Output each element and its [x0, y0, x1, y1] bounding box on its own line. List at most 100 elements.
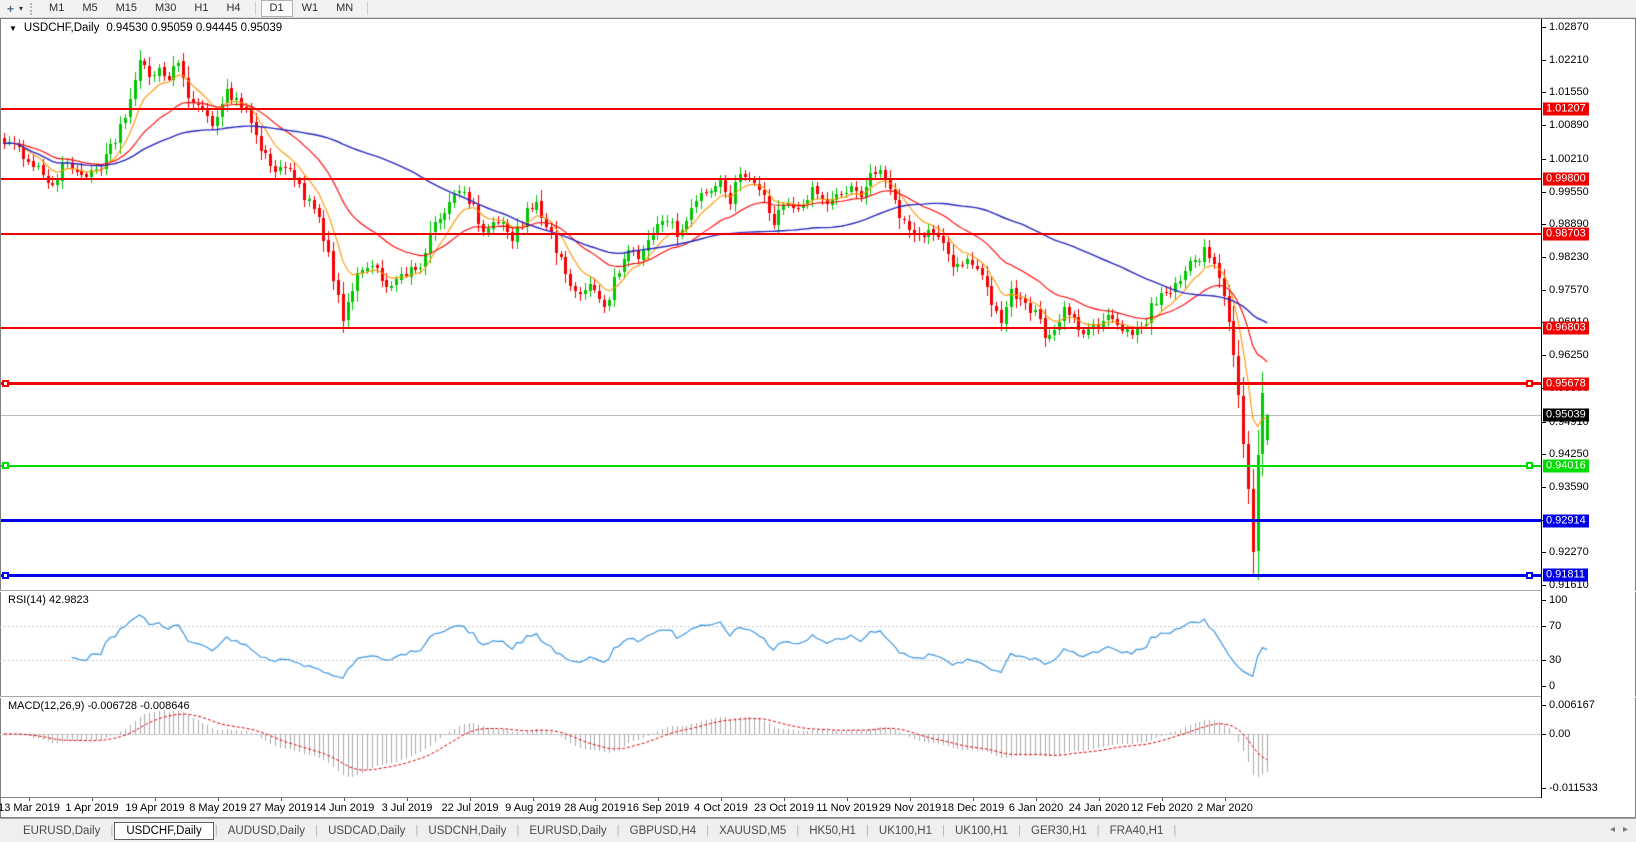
- tab-separator: |: [1173, 824, 1177, 837]
- timeframe-button-mn[interactable]: MN: [336, 2, 354, 14]
- symbol-tab-ger30-h1[interactable]: GER30,H1: [1031, 824, 1087, 837]
- symbol-tab-uk100-h1[interactable]: UK100,H1: [878, 824, 932, 837]
- tab-separator: |: [706, 824, 710, 837]
- horizontal-line-0.95678[interactable]: [1, 382, 1541, 385]
- price-tick-label: 1.01550: [1549, 86, 1589, 98]
- date-label: 27 May 2019: [249, 802, 313, 814]
- macd-pane-splitter[interactable]: [0, 696, 1636, 698]
- line-selection-marker[interactable]: [1526, 380, 1533, 387]
- date-tick: [847, 798, 848, 801]
- date-tick: [658, 798, 659, 801]
- price-chart-canvas[interactable]: [0, 0, 1541, 798]
- axis-tick: [1542, 125, 1546, 126]
- date-tick: [721, 798, 722, 801]
- tab-separator: |: [516, 824, 520, 837]
- timeframe-button-d1[interactable]: D1: [260, 0, 293, 17]
- timeframe-button-m15[interactable]: M15: [115, 2, 137, 14]
- price-tick-label: 1.00210: [1549, 153, 1589, 165]
- date-tick: [910, 798, 911, 801]
- symbol-period-label: USDCHF,Daily: [23, 22, 100, 34]
- date-tick: [1099, 798, 1100, 801]
- date-label: 22 Jul 2019: [441, 802, 499, 814]
- symbol-tab-uk100-h1[interactable]: UK100,H1: [954, 824, 1009, 837]
- chart-bottom-frame: [0, 797, 1636, 798]
- horizontal-line-0.99800[interactable]: [1, 178, 1541, 180]
- date-tick: [407, 798, 408, 801]
- tab-separator: |: [110, 824, 114, 837]
- date-label: 1 Apr 2019: [65, 802, 119, 814]
- price-flag-0.96803: 0.96803: [1543, 321, 1589, 335]
- line-selection-marker[interactable]: [2, 572, 9, 579]
- tab-separator: |: [214, 824, 218, 837]
- ohlc-values: 0.94530 0.95059 0.94445 0.95039: [106, 22, 283, 34]
- horizontal-line-0.91811[interactable]: [1, 574, 1541, 577]
- axis-tick: [1542, 159, 1546, 160]
- symbol-tab-gbpusd-h4[interactable]: GBPUSD,H4: [629, 824, 697, 837]
- line-selection-marker[interactable]: [2, 380, 9, 387]
- date-label: 19 Apr 2019: [125, 802, 185, 814]
- tab-scroll-left-icon[interactable]: ◂: [1609, 824, 1615, 835]
- timeframe-button-m5[interactable]: M5: [82, 2, 98, 14]
- date-label: 28 Aug 2019: [564, 802, 626, 814]
- symbol-tab-audusd-daily[interactable]: AUDUSD,Daily: [227, 824, 306, 837]
- line-selection-marker[interactable]: [1526, 462, 1533, 469]
- tab-scroll-right-icon[interactable]: ▸: [1622, 824, 1628, 835]
- symbol-tab-eurusd-daily[interactable]: EURUSD,Daily: [23, 824, 101, 837]
- axis-tick: [1542, 686, 1546, 687]
- axis-tick: [1542, 626, 1546, 627]
- axis-tick: [1542, 224, 1546, 225]
- symbol-tab-bar: EURUSD,Daily | USDCHF,Daily | AUDUSD,Daily | U…: [0, 818, 1636, 842]
- price-axis[interactable]: 1.02870 1.02210 1.01550 1.00890 1.00210 0.995…: [1541, 19, 1635, 798]
- horizontal-line-0.98703[interactable]: [1, 233, 1541, 235]
- crosshair-tool-icon[interactable]: +: [7, 1, 15, 16]
- timeframe-button-h4[interactable]: H4: [226, 2, 241, 14]
- timeframe-button-w1[interactable]: W1: [301, 2, 319, 14]
- date-tick: [218, 798, 219, 801]
- timeframe-button-m30[interactable]: M30: [155, 2, 177, 14]
- timeframe-button-h1[interactable]: H1: [194, 2, 209, 14]
- tab-separator: |: [616, 824, 620, 837]
- rsi-tick-label: 0: [1549, 680, 1556, 692]
- horizontal-line-1.01207[interactable]: [1, 108, 1541, 110]
- horizontal-line-0.96803[interactable]: [1, 327, 1541, 329]
- date-tick: [470, 798, 471, 801]
- price-tick-label: 1.02870: [1549, 21, 1589, 33]
- date-tick: [784, 798, 785, 801]
- axis-tick: [1542, 487, 1546, 488]
- tool-dropdown-caret-icon[interactable]: ▾: [19, 4, 24, 13]
- price-flag-0.92914: 0.92914: [1543, 514, 1589, 528]
- symbol-tab-usdchf-daily[interactable]: USDCHF,Daily: [114, 821, 214, 840]
- tab-separator: |: [796, 824, 800, 837]
- date-tick: [533, 798, 534, 801]
- symbol-tab-hk50-h1[interactable]: HK50,H1: [809, 824, 856, 837]
- price-flag-0.99800: 0.99800: [1543, 172, 1589, 186]
- symbol-tab-fra40-h1[interactable]: FRA40,H1: [1109, 824, 1164, 837]
- date-label: 4 Oct 2019: [694, 802, 748, 814]
- tab-separator: |: [315, 824, 319, 837]
- toolbar-grip[interactable]: [30, 2, 34, 15]
- axis-tick: [1542, 290, 1546, 291]
- timeframe-button-m1[interactable]: M1: [49, 2, 65, 14]
- symbol-tab-eurusd-daily[interactable]: EURUSD,Daily: [529, 824, 607, 837]
- price-tick-label: 0.94250: [1549, 448, 1589, 460]
- macd-tick-label: 0.006167: [1549, 699, 1595, 711]
- date-label: 11 Nov 2019: [816, 802, 878, 814]
- date-label: 24 Jan 2020: [1068, 802, 1130, 814]
- price-flag-0.91811: 0.91811: [1543, 568, 1588, 582]
- symbol-tab-usdcad-daily[interactable]: USDCAD,Daily: [328, 824, 406, 837]
- chart-context-caret-icon[interactable]: ▼: [9, 23, 17, 33]
- line-selection-marker[interactable]: [1526, 572, 1533, 579]
- price-flag-0.95678: 0.95678: [1543, 377, 1589, 391]
- date-label: 2 Mar 2020: [1197, 802, 1253, 814]
- toolbar-separator: [367, 2, 369, 15]
- symbol-tab-usdcnh-daily[interactable]: USDCNH,Daily: [428, 824, 507, 837]
- price-tick-label: 1.02210: [1549, 54, 1589, 66]
- horizontal-line-0.94016[interactable]: [1, 465, 1541, 467]
- horizontal-line-0.92914[interactable]: [1, 519, 1541, 522]
- axis-tick: [1542, 92, 1546, 93]
- date-axis[interactable]: 13 Mar 2019 1 Apr 2019 19 Apr 2019 8 May 20…: [0, 798, 1541, 817]
- rsi-pane-splitter[interactable]: [0, 590, 1636, 592]
- line-selection-marker[interactable]: [2, 462, 9, 469]
- symbol-tab-xauusd-m5[interactable]: XAUUSD,M5: [719, 824, 787, 837]
